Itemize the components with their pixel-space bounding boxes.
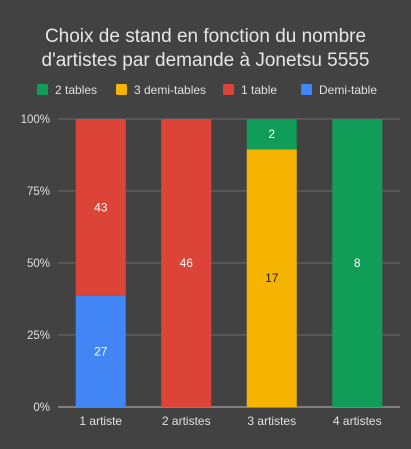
bar-segment: [75, 295, 126, 407]
bar-segment: [332, 119, 383, 407]
chart-title: Choix de stand en fonction du nombre d'a…: [42, 26, 370, 71]
bar-value-label: 2: [268, 127, 275, 141]
legend-label: Demi-table: [319, 83, 377, 97]
x-tick-label: 2 artistes: [162, 414, 211, 428]
y-axis: 0% 25% 50% 75% 100%: [21, 114, 50, 414]
y-tick-label: 25%: [27, 330, 50, 342]
legend-label: 3 demi-tables: [134, 83, 206, 97]
bar-value-label: 27: [94, 344, 108, 358]
chart-title-line-2: d'artistes par demande à Jonetsu 5555: [42, 50, 370, 71]
bar-segment: [161, 119, 212, 407]
bar-labels: 27 43 46 17 2 8: [94, 127, 361, 358]
x-tick-label: 4 artistes: [333, 414, 382, 428]
bar-segment: [246, 119, 297, 150]
legend-item: 2 tables: [37, 83, 97, 97]
bar-segment: [246, 149, 297, 407]
legend-swatch: [116, 84, 127, 95]
chart-title-line-1: Choix de stand en fonction du nombre: [45, 26, 366, 47]
y-tick-label: 50%: [27, 258, 50, 270]
legend-label: 1 table: [241, 83, 277, 97]
bar-value-label: 46: [180, 256, 194, 270]
legend: 2 tables 3 demi-tables 1 table Demi-table: [37, 83, 377, 97]
legend-label: 2 tables: [55, 83, 97, 97]
legend-item: 3 demi-tables: [116, 83, 206, 97]
x-axis: 1 artiste 2 artistes 3 artistes 4 artistes: [79, 414, 381, 428]
legend-swatch: [223, 84, 234, 95]
y-tick-label: 75%: [27, 186, 50, 198]
legend-swatch: [37, 84, 48, 95]
x-tick-label: 3 artistes: [247, 414, 296, 428]
bar-segment: [75, 119, 126, 296]
y-tick-label: 0%: [33, 402, 50, 414]
y-tick-label: 100%: [21, 114, 50, 126]
bars: [75, 119, 383, 407]
bar-value-label: 8: [354, 256, 361, 270]
legend-swatch: [301, 84, 312, 95]
bar-value-label: 17: [265, 271, 279, 285]
bar-value-label: 43: [94, 200, 108, 214]
legend-item: 1 table: [223, 83, 277, 97]
legend-item: Demi-table: [301, 83, 377, 97]
x-tick-label: 1 artiste: [79, 414, 122, 428]
